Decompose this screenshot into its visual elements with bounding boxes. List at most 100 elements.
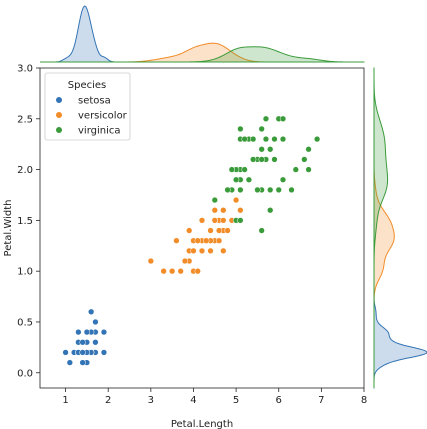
scatter-point-virginica xyxy=(305,166,312,173)
y-tick-label: 0.5 xyxy=(17,317,33,328)
scatter-point-versicolor xyxy=(190,247,197,255)
scatter-point-virginica xyxy=(228,166,235,173)
scatter-point-versicolor xyxy=(186,227,193,234)
scatter-point-virginica xyxy=(254,186,261,194)
scatter-point-virginica xyxy=(237,217,244,224)
x-tick-label: 2 xyxy=(105,395,111,406)
x-axis-label: Petal.Length xyxy=(171,419,233,429)
x-tick-label: 8 xyxy=(361,395,367,406)
scatter-point-virginica xyxy=(267,186,274,194)
scatter-point-virginica xyxy=(292,166,299,173)
scatter-point-versicolor xyxy=(194,268,201,275)
y-tick-label: 3.0 xyxy=(17,64,33,75)
x-tick-label: 1 xyxy=(62,395,68,406)
right-marginal-kde xyxy=(373,67,427,388)
scatter-point-virginica xyxy=(241,135,248,143)
scatter-point-versicolor xyxy=(181,257,189,265)
scatter-point-versicolor xyxy=(237,207,244,214)
legend-marker-virginica xyxy=(56,127,62,133)
scatter-point-setosa xyxy=(92,339,99,346)
scatter-point-virginica xyxy=(237,186,244,194)
scatter-point-versicolor xyxy=(160,268,167,275)
scatter-point-virginica xyxy=(313,135,321,143)
y-tick-label: 2.0 xyxy=(17,165,33,176)
scatter-point-virginica xyxy=(288,186,295,194)
scatter-point-virginica xyxy=(267,146,274,153)
scatter-point-versicolor xyxy=(220,247,227,255)
scatter-point-virginica xyxy=(250,135,257,143)
scatter-point-versicolor xyxy=(207,247,214,255)
scatter-point-versicolor xyxy=(224,227,231,234)
scatter-point-setosa xyxy=(62,349,69,356)
scatter-point-setosa xyxy=(79,349,86,356)
scatter-point-versicolor xyxy=(215,227,223,234)
scatter-point-versicolor xyxy=(194,237,201,244)
scatter-points xyxy=(62,115,321,366)
legend: Species setosa versicolor virginica xyxy=(44,72,131,141)
scatter-point-virginica xyxy=(258,125,265,133)
y-tick-label: 0.0 xyxy=(17,368,33,379)
scatter-point-versicolor xyxy=(198,247,206,255)
scatter-point-versicolor xyxy=(232,196,240,204)
scatter-point-setosa xyxy=(79,359,86,366)
kde-top-virginica xyxy=(40,46,365,63)
scatter-point-virginica xyxy=(237,125,244,133)
scatter-point-virginica xyxy=(267,207,274,214)
scatter-point-versicolor xyxy=(169,268,176,275)
y-ticks: 0.0 0.5 1.0 1.5 2.0 2.5 3.0 xyxy=(17,64,40,379)
x-tick-label: 7 xyxy=(318,395,324,406)
scatter-point-versicolor xyxy=(147,257,154,265)
y-tick-label: 1.0 xyxy=(17,267,33,278)
scatter-point-setosa xyxy=(83,328,91,336)
legend-label-virginica: virginica xyxy=(78,126,121,137)
scatter-point-virginica xyxy=(301,156,308,163)
legend-box xyxy=(44,72,131,141)
scatter-point-virginica xyxy=(275,186,282,194)
scatter-point-virginica xyxy=(232,176,240,183)
scatter-point-virginica xyxy=(241,166,248,173)
scatter-point-virginica xyxy=(279,135,287,143)
scatter-point-virginica xyxy=(279,115,287,122)
scatter-point-versicolor xyxy=(198,217,206,224)
kde-right-virginica xyxy=(373,67,389,388)
scatter-point-versicolor xyxy=(211,217,218,224)
scatter-point-versicolor xyxy=(177,268,184,275)
legend-title: Species xyxy=(68,80,107,91)
y-tick-label: 1.5 xyxy=(17,216,33,227)
scatter-point-setosa xyxy=(92,318,99,326)
legend-label-versicolor: versicolor xyxy=(78,111,128,122)
scatter-point-virginica xyxy=(258,227,265,234)
x-tick-label: 4 xyxy=(190,395,196,406)
scatter-point-versicolor xyxy=(220,217,227,224)
scatter-point-virginica xyxy=(262,135,270,143)
y-tick-label: 2.5 xyxy=(17,114,33,125)
legend-marker-versicolor xyxy=(56,112,62,118)
scatter-point-virginica xyxy=(271,135,278,143)
legend-marker-setosa xyxy=(56,97,62,103)
scatter-point-setosa xyxy=(66,359,73,366)
y-axis-label: Petal.Width xyxy=(3,200,14,257)
scatter-point-virginica xyxy=(305,146,312,153)
scatter-point-versicolor xyxy=(173,237,180,244)
scatter-point-virginica xyxy=(211,196,218,204)
scatter-point-versicolor xyxy=(211,207,218,214)
top-marginal-kde xyxy=(40,5,365,63)
scatter-point-versicolor xyxy=(220,207,227,214)
scatter-point-setosa xyxy=(100,349,108,356)
scatter-point-virginica xyxy=(279,176,287,183)
scatter-point-virginica xyxy=(271,156,278,163)
scatter-point-versicolor xyxy=(203,237,210,244)
x-tick-label: 6 xyxy=(276,395,282,406)
x-tick-label: 5 xyxy=(233,395,239,406)
scatter-point-virginica xyxy=(245,176,253,183)
scatter-point-virginica xyxy=(262,115,270,122)
legend-label-setosa: setosa xyxy=(78,96,111,107)
scatter-point-setosa xyxy=(79,339,86,346)
scatter-point-versicolor xyxy=(207,227,214,234)
scatter-point-versicolor xyxy=(215,237,223,244)
scatter-point-virginica xyxy=(250,156,257,163)
scatter-point-virginica xyxy=(258,156,265,163)
scatter-point-virginica xyxy=(224,186,231,194)
scatter-point-virginica xyxy=(258,146,265,153)
